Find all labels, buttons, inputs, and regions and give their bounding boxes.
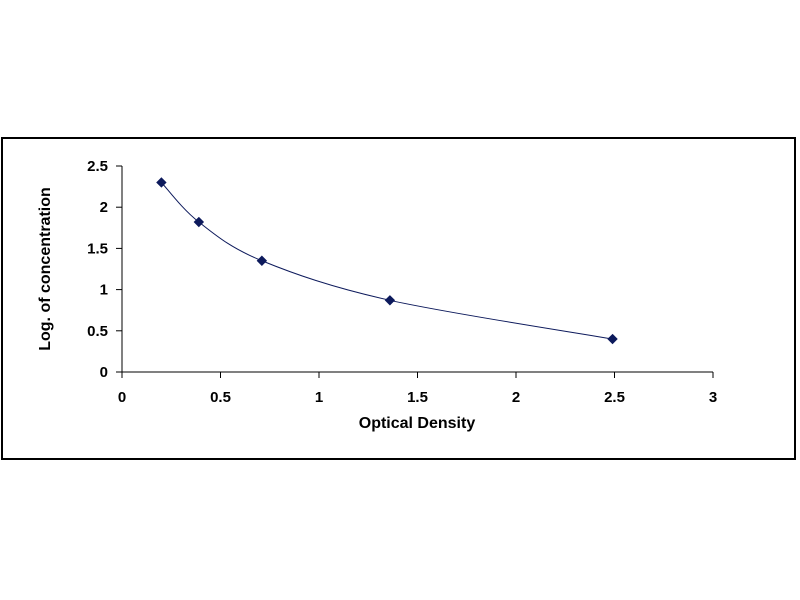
trend-curve	[161, 182, 613, 340]
y-tick-label: 0.5	[87, 323, 108, 340]
y-tick-label: 1	[100, 282, 108, 299]
data-point-marker	[156, 177, 167, 188]
x-axis-title: Optical Density	[359, 415, 476, 432]
x-tick-label: 1.5	[407, 389, 428, 406]
y-axis-title: Log. of concentration	[37, 187, 54, 351]
y-tick-label: 0	[100, 364, 108, 381]
x-ticks: 0 0.5 1 1.5 2 2.5 3	[118, 372, 717, 406]
y-tick-label: 2.5	[87, 158, 108, 175]
x-tick-label: 1	[315, 389, 323, 406]
axes	[121, 166, 713, 373]
x-tick-label: 2	[512, 389, 520, 406]
x-tick-label: 3	[709, 389, 717, 406]
y-ticks: 0 0.5 1 1.5 2 2.5	[87, 158, 122, 381]
data-point-marker	[607, 333, 618, 345]
y-tick-label: 2	[100, 199, 108, 216]
x-tick-label: 2.5	[604, 389, 625, 406]
y-tick-label: 1.5	[87, 240, 108, 257]
data-points	[156, 177, 618, 345]
data-point-marker	[193, 216, 205, 228]
chart-frame	[1, 137, 796, 460]
data-point-marker	[384, 295, 396, 306]
data-point-marker	[256, 255, 268, 266]
x-tick-label: 0.5	[210, 389, 231, 406]
x-tick-label: 0	[118, 389, 126, 406]
